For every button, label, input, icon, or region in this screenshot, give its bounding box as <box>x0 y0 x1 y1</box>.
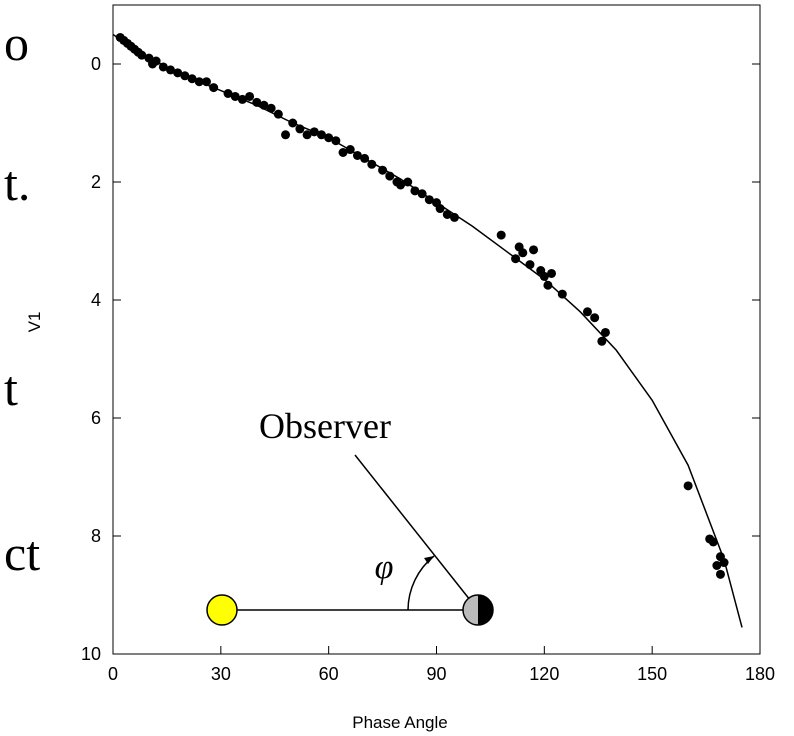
slide-text: t <box>4 360 18 416</box>
x-tick-label: 90 <box>426 664 446 684</box>
y-tick-label: 10 <box>81 644 101 664</box>
data-point <box>708 537 718 547</box>
data-point <box>719 558 729 568</box>
data-point <box>590 313 600 323</box>
angle-arc <box>407 555 435 611</box>
data-point <box>324 133 334 143</box>
data-point <box>360 153 370 163</box>
data-point <box>194 77 204 87</box>
data-point <box>442 209 452 219</box>
x-tick-label: 150 <box>637 664 667 684</box>
slide-text: o <box>4 15 29 71</box>
data-point <box>209 83 219 93</box>
data-point <box>683 481 693 491</box>
data-point <box>252 97 262 107</box>
data-point <box>345 145 355 155</box>
y-tick-label: 0 <box>91 54 101 74</box>
data-point <box>410 186 420 196</box>
data-point <box>302 130 312 140</box>
data-point <box>259 100 269 110</box>
data-point <box>543 280 553 290</box>
data-point <box>600 327 610 337</box>
data-point <box>331 136 341 146</box>
y-tick-label: 2 <box>91 172 101 192</box>
data-point <box>435 204 445 214</box>
data-point <box>137 50 147 60</box>
data-point <box>529 245 539 255</box>
data-point <box>511 254 521 264</box>
data-point <box>449 212 459 222</box>
slide-text: t. <box>4 155 30 211</box>
observer-line <box>354 454 479 611</box>
data-point <box>403 177 413 187</box>
data-point <box>151 56 161 66</box>
data-point <box>352 150 362 160</box>
x-tick-label: 30 <box>211 664 231 684</box>
x-tick-label: 180 <box>745 664 775 684</box>
fit-curve <box>112 33 743 628</box>
data-point <box>223 89 233 98</box>
data-point <box>316 130 326 140</box>
data-point <box>547 268 557 278</box>
data-point <box>230 91 240 101</box>
data-point <box>237 94 247 104</box>
data-point <box>173 68 183 78</box>
diagram: Observer φ <box>206 406 494 626</box>
observer-label: Observer <box>259 406 391 446</box>
data-point <box>715 569 725 579</box>
data-point <box>712 561 722 570</box>
arrow-head <box>424 556 434 564</box>
data-point <box>378 165 388 175</box>
slide-text: ct <box>4 525 40 581</box>
x-tick-label: 60 <box>319 664 339 684</box>
angle-label: φ <box>375 549 394 586</box>
data-point <box>158 62 168 72</box>
data-point <box>396 180 406 190</box>
data-point <box>295 124 305 134</box>
data-point <box>281 130 291 140</box>
data-point <box>180 71 190 81</box>
x-tick-label: 120 <box>529 664 559 684</box>
data-point <box>367 159 377 169</box>
data-point <box>338 148 348 157</box>
y-tick-label: 6 <box>91 408 101 428</box>
data-point <box>166 65 176 75</box>
data-point <box>424 195 434 205</box>
data-point <box>518 248 528 258</box>
data-point <box>385 171 395 181</box>
x-tick-label: 0 <box>108 664 118 684</box>
data-point <box>187 74 197 84</box>
data-point <box>245 91 255 101</box>
data-point <box>309 127 319 137</box>
y-axis-label: V1 <box>25 312 44 333</box>
data-point <box>582 307 592 317</box>
data-point <box>496 230 506 240</box>
data-point <box>266 103 276 113</box>
data-point <box>525 260 535 270</box>
y-tick-label: 8 <box>91 526 101 546</box>
data-point <box>273 109 283 119</box>
y-tick-label: 4 <box>91 290 101 310</box>
data-point <box>539 271 549 281</box>
data-point <box>201 77 211 87</box>
x-axis-label: Phase Angle <box>352 713 447 732</box>
data-point <box>557 289 567 299</box>
sun <box>206 594 238 626</box>
data-point <box>288 118 298 128</box>
moon-shadow <box>478 595 493 625</box>
data-point <box>597 336 607 346</box>
data-point <box>417 189 427 199</box>
